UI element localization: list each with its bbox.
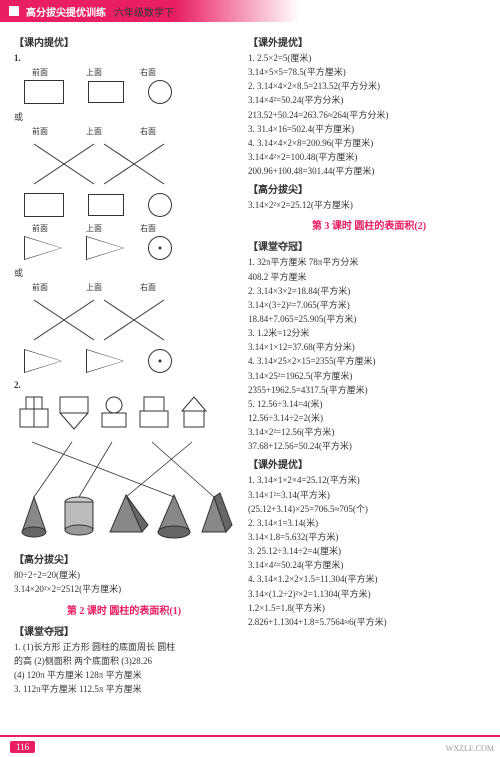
answer-line: 2.826+1.1304+1.8=5.7564≈6(平方米) bbox=[248, 616, 490, 628]
answer-line: 4. 3.14×25×2×15=2355(平方厘米) bbox=[248, 355, 490, 367]
circle-dot-shape bbox=[148, 349, 172, 373]
left-column: 【课内提优】 1. 前面 上面 右面 或 前面 上面 右面 前面 上面 右面 bbox=[14, 30, 234, 697]
rectangle-shape bbox=[88, 81, 124, 103]
header-title: 高分拔尖提优训练 bbox=[26, 4, 106, 19]
rectangle-shape bbox=[24, 193, 64, 217]
answer-line: 1. 32π平方厘米 78π平方分米 bbox=[248, 256, 490, 268]
answer-line: 2. 3.14×1=3.14(米) bbox=[248, 517, 490, 529]
answer-line: 3. 31.4×16=502.4(平方厘米) bbox=[248, 123, 490, 135]
answer-line: 1. 3.14×1×2×4=25.12(平方米) bbox=[248, 474, 490, 486]
answer-line: 3. 112π平方厘米 112.5π 平方厘米 bbox=[14, 683, 234, 695]
answer-line: 80÷2÷2=20(厘米) bbox=[14, 569, 234, 581]
answer-line: 3.14×1×12=37.68(平方分米) bbox=[248, 341, 490, 353]
shapes-row-4 bbox=[24, 349, 234, 373]
triangle-shape bbox=[86, 236, 124, 260]
net-shape bbox=[138, 395, 170, 431]
answer-line: 3.14×1.8=5.632(平方米) bbox=[248, 531, 490, 543]
answer-line: 18.84+7.065=25.905(平方米) bbox=[248, 313, 490, 325]
solids-matching bbox=[14, 437, 234, 547]
shapes-row-3 bbox=[24, 236, 234, 260]
footer-divider bbox=[0, 735, 500, 737]
shapes-row-1 bbox=[24, 80, 234, 104]
section-title: 【课外提优】 bbox=[248, 456, 490, 471]
answer-line: 200.96+100.48=301.44(平方厘米) bbox=[248, 165, 490, 177]
cross-diagram bbox=[24, 139, 204, 189]
answer-line: 1.2×1.5=1.8(平方米) bbox=[248, 602, 490, 614]
question-number: 1. bbox=[14, 52, 234, 64]
answer-line: 3.14×(3÷2)²=7.065(平方米) bbox=[248, 299, 490, 311]
answer-line: 2. 3.14×4×2×8.5=213.52(平方分米) bbox=[248, 80, 490, 92]
answer-line: 12.56÷3.14÷2=2(米) bbox=[248, 412, 490, 424]
watermark: WXZLE.COM bbox=[446, 744, 494, 753]
answer-line: (4) 120π 平方厘米 128π 平方厘米 bbox=[14, 669, 234, 681]
or-text: 或 bbox=[14, 110, 234, 123]
net-shape bbox=[98, 395, 130, 431]
triangle-shape bbox=[86, 349, 124, 373]
view-labels: 前面 上面 右面 bbox=[32, 223, 234, 234]
answer-line: 3.14×4²=50.24(平方厘米) bbox=[248, 559, 490, 571]
answer-line: 3.14×20²×2=2512(平方厘米) bbox=[14, 583, 234, 595]
main-content: 【课内提优】 1. 前面 上面 右面 或 前面 上面 右面 前面 上面 右面 bbox=[0, 22, 500, 701]
answer-line: 2355+1962.5=4317.5(平方厘米) bbox=[248, 384, 490, 396]
answer-line: 5. 12.56÷3.14=4(米) bbox=[248, 398, 490, 410]
circle-shape bbox=[148, 193, 172, 217]
answer-line: 4. 3.14×4×2×8=200.96(平方厘米) bbox=[248, 137, 490, 149]
nets-row bbox=[18, 395, 234, 431]
question-number: 2. bbox=[14, 379, 234, 391]
answer-line: 3.14×4²=50.24(平方分米) bbox=[248, 94, 490, 106]
answer-line: 3.14×1²=3.14(平方米) bbox=[248, 489, 490, 501]
section-title: 【课外提优】 bbox=[248, 34, 490, 49]
section-title: 【高分拔尖】 bbox=[14, 551, 234, 566]
page-header: 高分拔尖提优训练 六年级数学下 bbox=[0, 0, 500, 22]
cross-diagram bbox=[24, 295, 204, 345]
lesson-title: 第 2 课时 圆柱的表面积(1) bbox=[14, 602, 234, 617]
answer-line: 3. 1.2米=12分米 bbox=[248, 327, 490, 339]
circle-dot-shape bbox=[148, 236, 172, 260]
answer-line: 1. (1)长方形 正方形 圆柱的底面周长 圆柱 bbox=[14, 641, 234, 653]
view-labels: 前面 上面 右面 bbox=[32, 282, 234, 293]
answer-line: 3.14×5×5=78.5(平方厘米) bbox=[248, 66, 490, 78]
view-labels: 前面 上面 右面 bbox=[32, 126, 234, 137]
section-title: 【课堂夺冠】 bbox=[248, 238, 490, 253]
or-text: 或 bbox=[14, 266, 234, 279]
answer-line: 3.14×4²×2=100.48(平方厘米) bbox=[248, 151, 490, 163]
answer-line: 3. 25.12÷3.14÷2=4(厘米) bbox=[248, 545, 490, 557]
triangle-shape bbox=[24, 349, 62, 373]
circle-shape bbox=[148, 80, 172, 104]
section-title: 【课堂夺冠】 bbox=[14, 623, 234, 638]
shapes-row-2 bbox=[24, 193, 234, 217]
answer-line: (25.12+3.14)×25=706.5≈705(个) bbox=[248, 503, 490, 515]
rectangle-shape bbox=[24, 80, 64, 104]
net-shape bbox=[18, 395, 50, 431]
answer-line: 408.2 平方厘米 bbox=[248, 271, 490, 283]
net-shape bbox=[178, 395, 210, 431]
triangle-shape bbox=[24, 236, 62, 260]
answer-line: 3.14×(1.2÷2)²×2=1.1304(平方米) bbox=[248, 588, 490, 600]
net-shape bbox=[58, 395, 90, 431]
section-title: 【高分拔尖】 bbox=[248, 181, 490, 196]
answer-line: 2. 3.14×3×2=18.84(平方米) bbox=[248, 285, 490, 297]
answer-line: 4. 3.14×1.2×2×1.5=11.304(平方米) bbox=[248, 573, 490, 585]
answer-line: 1. 2.5×2=5(厘米) bbox=[248, 52, 490, 64]
answer-line: 3.14×2²=12.56(平方米) bbox=[248, 426, 490, 438]
answer-line: 3.14×25²=1962.5(平方厘米) bbox=[248, 370, 490, 382]
answer-line: 的高 (2)侧面积 两个底面积 (3)28.26 bbox=[14, 655, 234, 667]
header-subtitle: 六年级数学下 bbox=[114, 4, 174, 19]
answer-line: 3.14×2²×2=25.12(平方厘米) bbox=[248, 199, 490, 211]
lesson-title: 第 3 课时 圆柱的表面积(2) bbox=[248, 217, 490, 232]
view-labels: 前面 上面 右面 bbox=[32, 67, 234, 78]
section-title: 【课内提优】 bbox=[14, 34, 234, 49]
answer-line: 213.52+50.24=263.76≈264(平方分米) bbox=[248, 109, 490, 121]
rectangle-shape bbox=[88, 194, 124, 216]
right-column: 【课外提优】 1. 2.5×2=5(厘米) 3.14×5×5=78.5(平方厘米… bbox=[248, 30, 490, 697]
answer-line: 37.68+12.56=50.24(平方米) bbox=[248, 440, 490, 452]
page-number: 116 bbox=[10, 741, 35, 753]
header-icon bbox=[8, 5, 20, 17]
